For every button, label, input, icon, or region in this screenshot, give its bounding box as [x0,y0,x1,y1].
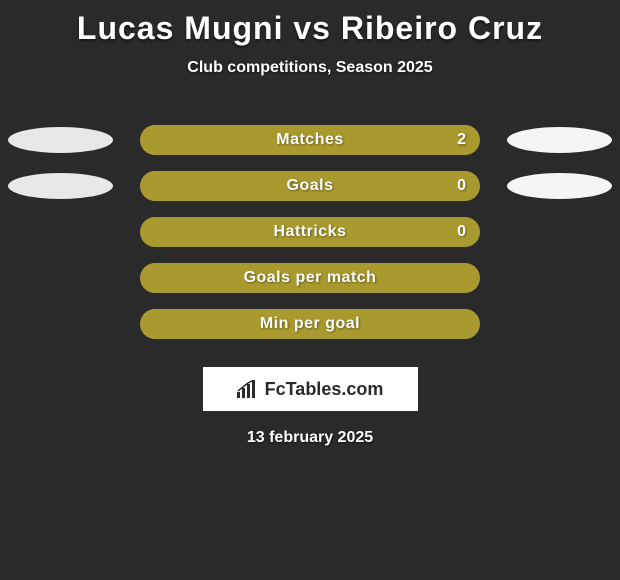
stat-value: 0 [457,223,466,241]
stat-value: 2 [457,131,466,149]
stat-bar: Goals per match [140,263,480,293]
stat-row: Goals 0 [0,163,620,209]
comparison-title: Lucas Mugni vs Ribeiro Cruz [0,0,620,47]
stat-label: Matches [276,131,344,149]
logo: FcTables.com [237,379,384,400]
comparison-subtitle: Club competitions, Season 2025 [0,59,620,77]
stat-row: Min per goal [0,301,620,347]
stat-bar: Hattricks 0 [140,217,480,247]
stat-bar: Matches 2 [140,125,480,155]
stat-label: Goals per match [244,269,377,287]
stat-row: Hattricks 0 [0,209,620,255]
comparison-date: 13 february 2025 [0,429,620,447]
chart-icon [237,380,259,398]
stat-bar: Min per goal [140,309,480,339]
player-right-marker [507,127,612,153]
stat-label: Hattricks [274,223,347,241]
stat-label: Goals [287,177,334,195]
player-left-marker [8,127,113,153]
logo-box: FcTables.com [203,367,418,411]
player-right-marker [507,173,612,199]
stat-row: Goals per match [0,255,620,301]
stat-row: Matches 2 [0,117,620,163]
stat-value: 0 [457,177,466,195]
stat-label: Min per goal [260,315,360,333]
player-left-marker [8,173,113,199]
logo-text: FcTables.com [265,379,384,400]
stat-rows-container: Matches 2 Goals 0 Hattricks 0 Goals per match M… [0,117,620,347]
stat-bar: Goals 0 [140,171,480,201]
